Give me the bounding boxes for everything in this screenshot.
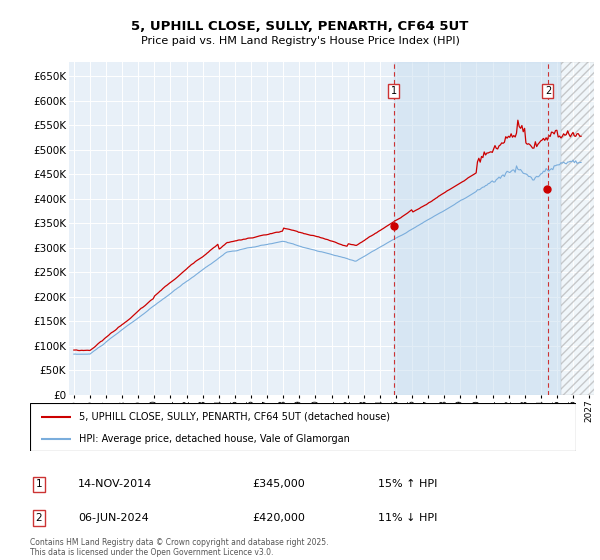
Text: 2: 2: [35, 513, 43, 523]
Text: £345,000: £345,000: [252, 479, 305, 489]
Bar: [561, 62, 597, 395]
Bar: [394, 62, 561, 395]
Text: 1: 1: [391, 86, 397, 96]
Text: HPI: Average price, detached house, Vale of Glamorgan: HPI: Average price, detached house, Vale…: [79, 434, 350, 444]
Text: 11% ↓ HPI: 11% ↓ HPI: [378, 513, 437, 523]
Text: 14-NOV-2014: 14-NOV-2014: [78, 479, 152, 489]
Text: 06-JUN-2024: 06-JUN-2024: [78, 513, 149, 523]
Text: 15% ↑ HPI: 15% ↑ HPI: [378, 479, 437, 489]
Text: Contains HM Land Registry data © Crown copyright and database right 2025.
This d: Contains HM Land Registry data © Crown c…: [30, 538, 329, 557]
Text: 1: 1: [35, 479, 43, 489]
Text: Price paid vs. HM Land Registry's House Price Index (HPI): Price paid vs. HM Land Registry's House …: [140, 36, 460, 46]
Text: 5, UPHILL CLOSE, SULLY, PENARTH, CF64 5UT: 5, UPHILL CLOSE, SULLY, PENARTH, CF64 5U…: [131, 20, 469, 32]
Text: £420,000: £420,000: [252, 513, 305, 523]
Text: 5, UPHILL CLOSE, SULLY, PENARTH, CF64 5UT (detached house): 5, UPHILL CLOSE, SULLY, PENARTH, CF64 5U…: [79, 412, 390, 422]
Bar: [561, 62, 597, 395]
Text: 2: 2: [545, 86, 551, 96]
